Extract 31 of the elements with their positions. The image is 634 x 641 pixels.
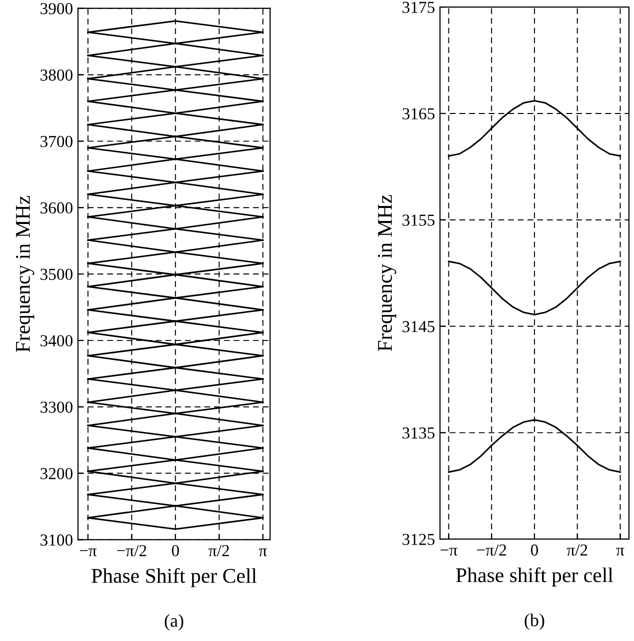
y-tick-label: 3165 bbox=[402, 108, 434, 120]
text: (a) bbox=[164, 614, 184, 630]
y-axis-title: Frequency in MHz bbox=[378, 194, 396, 352]
x-tick-label: 0 bbox=[530, 544, 538, 556]
y-tick-label: 3175 bbox=[402, 2, 434, 13]
x-tick-label: −π bbox=[80, 548, 97, 556]
text: (b) bbox=[524, 614, 544, 630]
y-tick-label: 3500 bbox=[40, 268, 72, 280]
x-tick-label: 0 bbox=[172, 545, 179, 556]
y-tick-label: 3700 bbox=[40, 136, 72, 148]
y-tick-label: 3300 bbox=[40, 402, 72, 413]
y-tick-label: 3400 bbox=[40, 335, 72, 346]
x-tick-label: π/2 bbox=[208, 545, 229, 556]
x-tick-label: −π/2 bbox=[477, 544, 506, 556]
y-tick-label: 3800 bbox=[40, 69, 72, 81]
y-tick-label: 3145 bbox=[402, 321, 434, 332]
y-tick-label: 3135 bbox=[402, 427, 434, 439]
x-tick-label: −π bbox=[440, 548, 458, 556]
x-axis-title: Phase Shift per Cell bbox=[92, 568, 257, 588]
x-tick-label: −π/2 bbox=[117, 545, 146, 556]
x-tick-label: π bbox=[616, 548, 624, 556]
y-tick-label: 3900 bbox=[40, 3, 72, 14]
y-tick-label: 3125 bbox=[402, 534, 434, 546]
x-axis-title: Phase shift per cell bbox=[456, 567, 614, 586]
y-tick-label: 3200 bbox=[40, 468, 72, 480]
x-tick-label: π/2 bbox=[566, 544, 588, 556]
y-axis-title: Frequency in MHz bbox=[16, 196, 34, 352]
y-tick-label: 3600 bbox=[40, 202, 72, 214]
x-tick-label: π bbox=[258, 548, 267, 556]
y-tick-label: 3100 bbox=[40, 534, 72, 546]
y-tick-label: 3155 bbox=[402, 214, 434, 226]
